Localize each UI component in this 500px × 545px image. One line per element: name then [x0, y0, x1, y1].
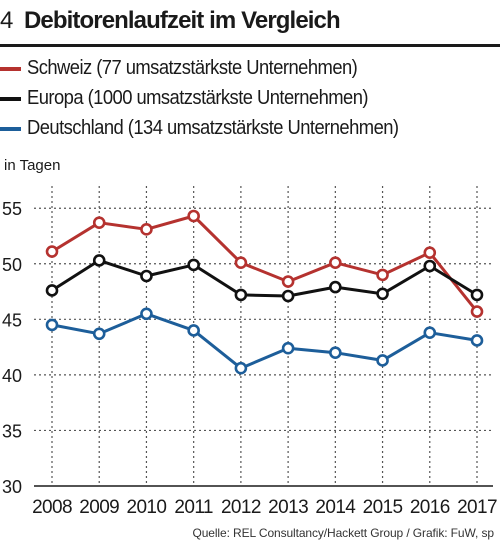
- title-rule: [0, 44, 500, 47]
- data-point-deutschland-2014: [329, 346, 342, 359]
- y-tick-label-45: 45: [2, 310, 22, 330]
- data-point-schweiz-2016: [423, 246, 437, 259]
- data-point-schweiz-2012: [234, 256, 248, 269]
- data-point-deutschland-2009: [92, 327, 106, 341]
- chart-header: 4 Debitorenlaufzeit im Vergleich: [0, 0, 500, 50]
- data-point-schweiz-2009: [92, 216, 106, 229]
- data-point-europa-2011: [187, 258, 200, 272]
- x-tick-label-2008: 2008: [32, 497, 72, 518]
- x-tick-label-2009: 2009: [79, 497, 119, 518]
- data-point-schweiz-2011: [187, 209, 200, 223]
- data-point-europa-2017: [470, 288, 484, 302]
- x-tick-label-2013: 2013: [268, 497, 308, 518]
- data-point-deutschland-2011: [187, 324, 200, 337]
- data-point-schweiz-2014: [329, 256, 342, 269]
- series-line-schweiz: [51, 214, 479, 313]
- data-point-deutschland-2010: [140, 307, 153, 321]
- legend-swatch-europa: [0, 97, 21, 101]
- data-point-deutschland-2008: [45, 318, 59, 332]
- data-point-europa-2009: [92, 254, 106, 267]
- data-point-schweiz-2010: [140, 223, 153, 236]
- data-point-schweiz-2008: [45, 245, 59, 258]
- x-tick-label-2011: 2011: [174, 497, 212, 518]
- data-point-schweiz-2015: [376, 268, 389, 282]
- data-point-europa-2008: [45, 284, 59, 297]
- x-tick-label-2017: 2017: [457, 497, 497, 518]
- x-tick-label-2015: 2015: [363, 497, 403, 518]
- data-point-schweiz-2017: [470, 305, 484, 318]
- x-tick-label-2016: 2016: [410, 497, 450, 518]
- legend-item-europa: Europa (1000 umsatzstärkste Unternehmen): [0, 84, 500, 112]
- y-tick-label-50: 50: [2, 255, 22, 275]
- y-axis-label: in Tagen: [4, 157, 61, 174]
- data-point-deutschland-2017: [470, 334, 484, 347]
- y-tick-label-40: 40: [2, 366, 22, 386]
- data-point-europa-2014: [329, 280, 342, 294]
- legend-item-schweiz: Schweiz (77 umsatzstärkste Unternehmen): [0, 54, 500, 82]
- y-tick-label-35: 35: [2, 421, 22, 441]
- source-credit: Quelle: REL Consultancy/Hackett Group / …: [192, 526, 494, 540]
- data-point-europa-2012: [234, 288, 248, 302]
- y-tick-label-55: 55: [2, 199, 22, 219]
- data-point-europa-2015: [376, 287, 389, 301]
- legend-label-schweiz: Schweiz (77 umsatzstärkste Unternehmen): [27, 57, 358, 79]
- series-line-europa: [51, 258, 478, 298]
- data-point-deutschland-2013: [281, 341, 295, 355]
- data-point-europa-2013: [281, 289, 295, 303]
- chart-title: Debitorenlaufzeit im Vergleich: [24, 7, 341, 34]
- x-tick-label-2014: 2014: [315, 497, 356, 518]
- legend-swatch-deutschland: [0, 127, 21, 131]
- data-point-deutschland-2016: [423, 326, 437, 339]
- data-point-deutschland-2015: [376, 354, 389, 367]
- x-tick-label-2012: 2012: [221, 497, 261, 518]
- data-point-europa-2016: [423, 259, 437, 273]
- y-tick-label-30: 30: [2, 477, 22, 497]
- x-tick-label-2010: 2010: [127, 497, 167, 518]
- legend-label-europa: Europa (1000 umsatzstärkste Unternehmen): [27, 87, 369, 109]
- legend-item-deutschland: Deutschland (134 umsatzstärkste Unterneh…: [0, 114, 500, 142]
- data-point-europa-2010: [140, 269, 153, 283]
- data-point-deutschland-2012: [234, 361, 248, 375]
- series-line-deutschland: [51, 312, 478, 370]
- figure-number: 4: [0, 7, 13, 34]
- legend-label-deutschland: Deutschland (134 umsatzstärkste Unterneh…: [27, 117, 399, 139]
- legend-swatch-schweiz: [0, 67, 21, 71]
- data-point-schweiz-2013: [281, 275, 295, 288]
